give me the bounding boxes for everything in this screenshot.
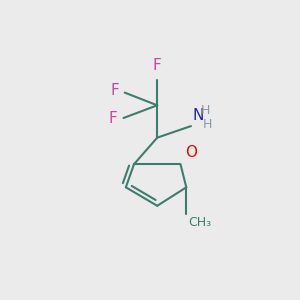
Text: H: H — [203, 118, 212, 131]
Text: O: O — [186, 145, 198, 160]
Text: F: F — [153, 58, 162, 73]
Text: F: F — [109, 110, 118, 125]
Text: CH₃: CH₃ — [189, 216, 212, 229]
Text: N: N — [192, 108, 203, 123]
Text: H: H — [201, 104, 210, 117]
Text: F: F — [110, 83, 119, 98]
